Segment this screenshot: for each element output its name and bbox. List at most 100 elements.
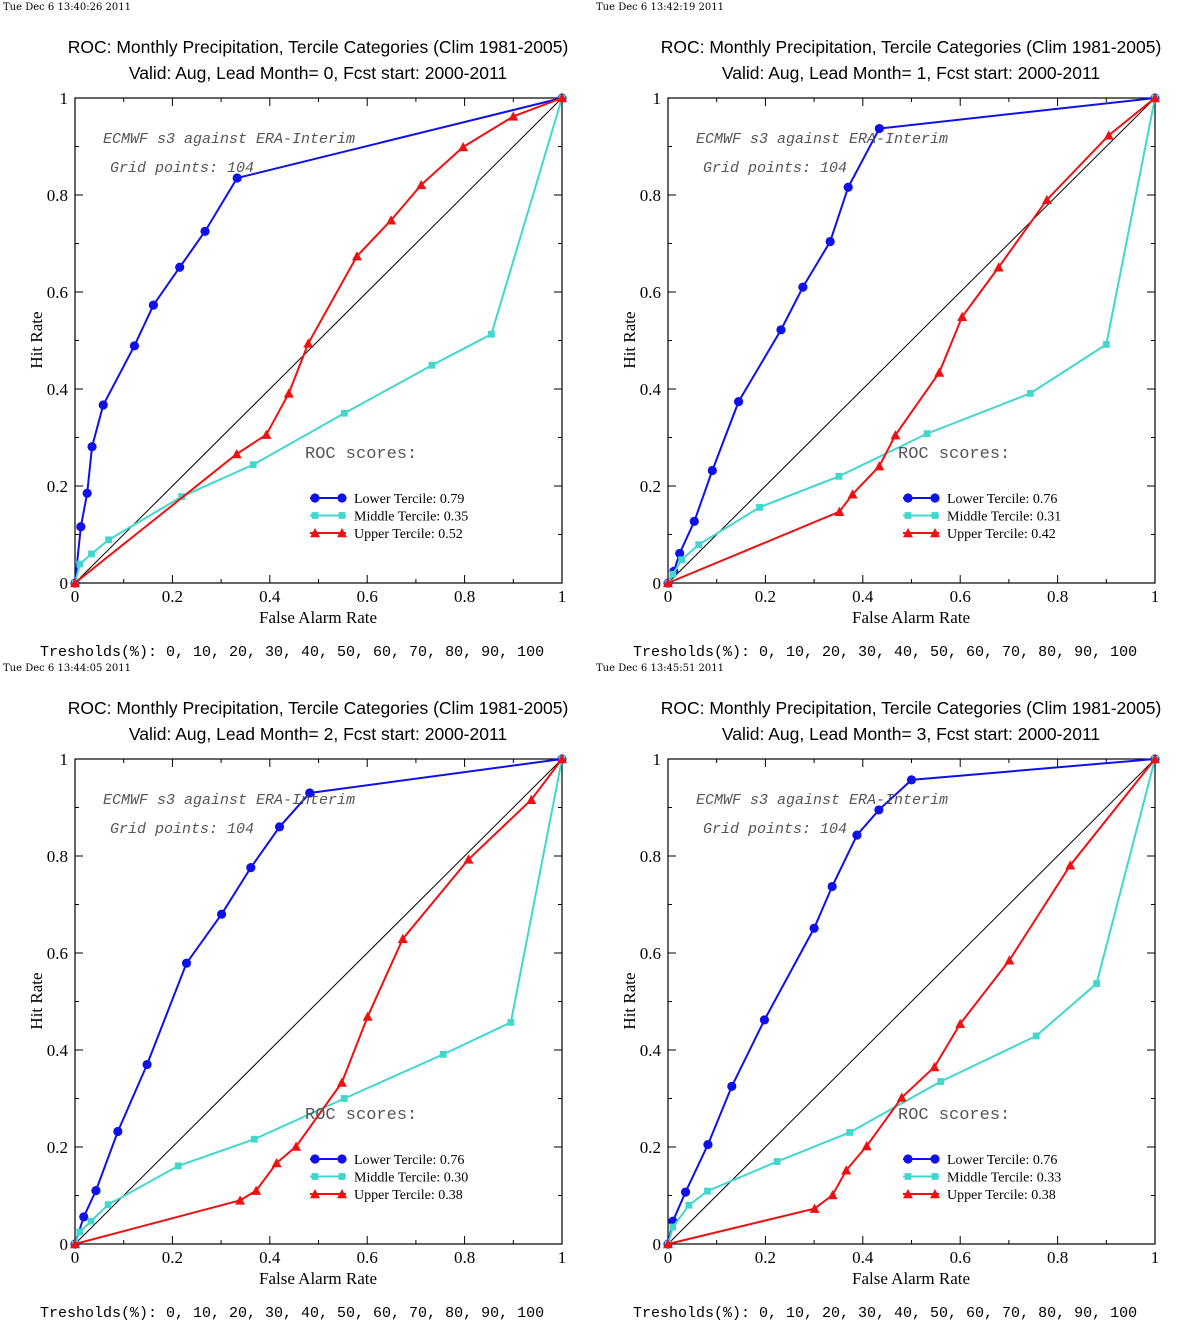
legend-marker [338,512,346,519]
data-point-triangle [1041,194,1052,205]
data-point-square [1032,1032,1040,1040]
data-point-triangle [271,1158,282,1168]
legend-marker [338,1173,346,1180]
x-tick-label: 0.2 [162,1248,183,1267]
no-skill-diagonal [74,758,563,1245]
data-point-square [923,430,931,438]
data-point-circle [232,173,242,183]
x-tick-label: 0.4 [259,587,281,606]
legend-entry: Middle Tercile: 0.30 [354,1171,468,1186]
data-point-triangle [362,1011,373,1021]
data-point-circle [200,226,210,236]
data-point-circle [874,123,884,134]
x-tick-label: 0.6 [950,1248,971,1267]
x-tick-label: 0.2 [755,1248,776,1267]
y-tick-label: 0.6 [47,944,68,963]
data-point-triangle [841,1165,852,1175]
y-tick-label: 0.8 [47,847,68,866]
x-tick-label: 0.4 [259,1248,281,1267]
y-tick-label: 1 [60,750,69,769]
annotation-grid-points: Grid points: 104 [110,160,254,177]
x-tick-label: 0.8 [454,587,475,606]
x-tick-label: 0.6 [950,587,971,606]
chart-subtitle: Valid: Aug, Lead Month= 2, Fcst start: 2… [129,724,507,744]
y-tick-label: 0.8 [640,186,661,205]
timestamp: Tue Dec 6 13:40:26 2011 [3,2,131,13]
data-point-triangle [827,1190,838,1200]
y-tick-label: 0.6 [640,283,661,302]
series-line-square [74,97,563,584]
data-point-circle [843,182,853,192]
data-point-triangle [861,1141,872,1151]
data-point-triangle [397,933,408,944]
data-point-circle [759,1015,770,1025]
no-skill-diagonal [667,758,1156,1245]
data-point-triangle [261,429,272,439]
roc-scores-heading: ROC scores: [305,1106,417,1125]
timestamp: Tue Dec 6 13:45:51 2011 [596,663,724,674]
data-point-circle [181,958,192,968]
x-tick-label: 0.8 [454,1248,475,1267]
legend-entry: Middle Tercile: 0.31 [947,510,1061,525]
y-tick-label: 0.4 [47,1041,69,1060]
data-point-circle [82,488,92,498]
data-point-square [340,1095,348,1102]
data-point-triangle [291,1141,302,1151]
data-point-square [695,541,703,549]
y-tick-label: 1 [60,89,69,108]
y-tick-label: 0.4 [640,1041,662,1060]
thresholds-text: Tresholds(%): 0, 10, 20, 30, 40, 50, 60,… [633,1305,1137,1322]
y-tick-label: 0.4 [47,380,69,399]
x-tick-label: 0.6 [357,1248,378,1267]
y-tick-label: 0.8 [640,847,661,866]
legend-marker [930,1189,940,1199]
x-tick-label: 0 [664,587,673,606]
data-point-triangle [526,794,537,804]
x-tick-label: 1 [1151,587,1160,606]
roc-panel-lead-3: Tue Dec 6 13:45:51 2011 ROC: Monthly Prec… [593,661,1187,1322]
x-tick-label: 0.4 [852,587,874,606]
data-point-circle [274,822,285,832]
data-point-triangle [1150,93,1160,103]
x-axis-label: False Alarm Rate [259,608,377,627]
data-point-circle [129,341,140,351]
legend-marker [337,528,347,538]
x-tick-label: 0 [664,1248,673,1267]
data-point-circle [906,775,917,785]
chart-subtitle: Valid: Aug, Lead Month= 1, Fcst start: 2… [722,63,1100,83]
y-tick-label: 0.8 [47,186,68,205]
chart-subtitle: Valid: Aug, Lead Month= 3, Fcst start: 2… [722,724,1100,744]
thresholds-text: Tresholds(%): 0, 10, 20, 30, 40, 50, 60,… [633,644,1137,661]
data-point-triangle [336,1077,347,1087]
legend-marker [310,493,320,503]
legend-marker [310,528,320,538]
data-point-triangle [890,430,901,440]
roc-panel-lead-2: Tue Dec 6 13:44:05 2011 ROC: Monthly Prec… [0,661,594,1322]
data-point-triangle [955,1018,966,1029]
y-tick-label: 0.4 [640,380,662,399]
data-point-square [773,1158,781,1165]
data-point-circle [827,881,837,892]
y-tick-label: 1 [653,89,662,108]
data-point-circle [175,262,185,272]
annotation-grid-points: Grid points: 104 [703,821,847,838]
data-point-square [105,536,113,544]
data-point-triangle [235,1195,246,1205]
legend-marker [310,1189,320,1199]
data-point-triangle [957,311,968,321]
data-point-square [846,1129,854,1136]
data-point-square [1026,389,1034,397]
roc-chart-svg: Tue Dec 6 13:40:26 2011 ROC: Monthly Prec… [3,2,568,661]
legend-entry: Lower Tercile: 0.79 [354,492,464,507]
data-point-circle [87,442,97,452]
data-point-square [76,560,84,568]
data-point-square [507,1018,515,1026]
data-point-circle [98,400,108,410]
data-point-square [249,461,257,469]
legend-marker [930,493,940,503]
data-point-circle [874,805,884,815]
legend-entry: Upper Tercile: 0.38 [947,1188,1056,1203]
data-point-square [88,550,95,558]
y-tick-label: 0.2 [640,1138,661,1157]
data-point-circle [776,325,786,335]
